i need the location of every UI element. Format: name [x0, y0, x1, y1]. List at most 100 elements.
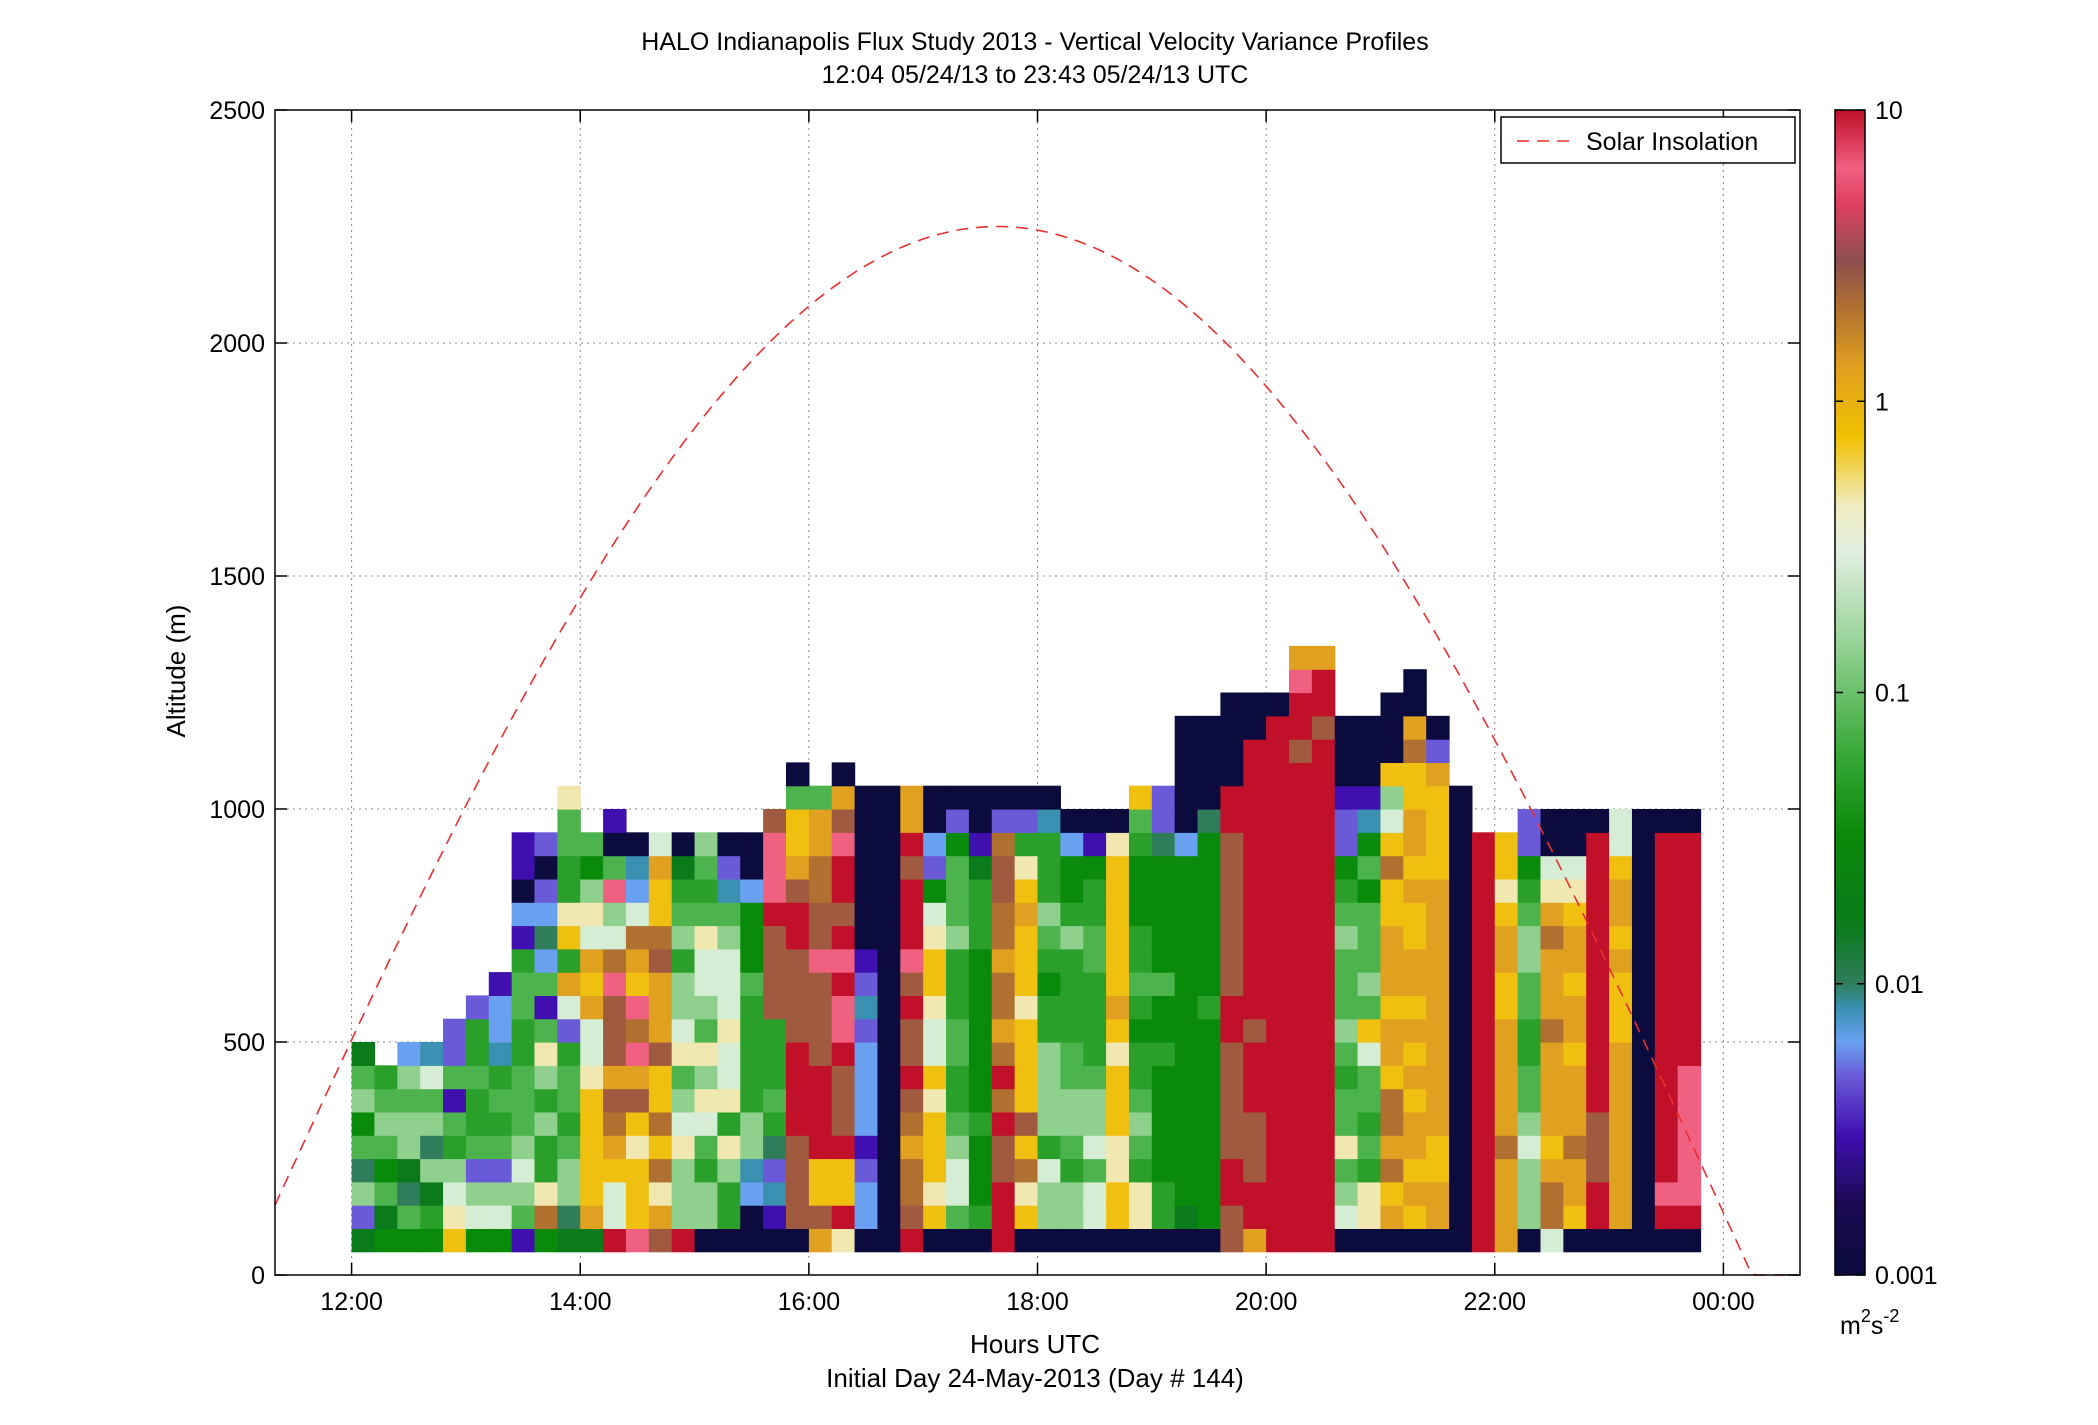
- heatmap-cell-52-9: [1540, 1018, 1564, 1043]
- heatmap-cell-33-8: [1106, 1042, 1130, 1066]
- x-tick-label-3: 18:00: [1006, 1288, 1069, 1316]
- heatmap-cell-52-18: [1540, 809, 1564, 833]
- heatmap-cell-53-16: [1563, 855, 1587, 880]
- heatmap-cell-26-5: [946, 1111, 970, 1136]
- axes: [274, 109, 1801, 1276]
- heatmap-cell-2-8: [397, 1042, 421, 1066]
- heatmap-cell-56-11: [1631, 972, 1656, 996]
- heatmap-cell-11-9: [603, 1018, 627, 1043]
- heatmap-cell-8-6: [534, 1088, 558, 1113]
- heatmap-cell-8-9: [534, 1018, 558, 1043]
- heatmap-cell-45-23: [1380, 692, 1404, 717]
- heatmap-cell-19-10: [786, 995, 810, 1020]
- heatmap-cell-10-3: [580, 1158, 604, 1183]
- heatmap-cell-9-10: [557, 995, 581, 1020]
- heatmap-cell-43-12: [1334, 948, 1359, 973]
- heatmap-cell-25-2: [923, 1181, 947, 1206]
- heatmap-cell-56-13: [1631, 925, 1656, 950]
- heatmap-cell-15-8: [694, 1042, 719, 1066]
- heatmap-cell-22-4: [854, 1135, 879, 1160]
- heatmap-cell-44-2: [1357, 1181, 1382, 1206]
- heatmap-cell-14-11: [671, 972, 696, 996]
- heatmap-cell-0-4: [351, 1135, 376, 1160]
- heatmap-cell-29-12: [1014, 948, 1039, 973]
- heatmap-cell-27-1: [968, 1205, 993, 1229]
- heatmap-cell-1-3: [374, 1158, 398, 1183]
- heatmap-cell-56-14: [1631, 902, 1656, 927]
- heatmap-cell-57-13: [1654, 925, 1679, 950]
- heatmap-cell-15-0: [694, 1228, 719, 1253]
- heatmap-cell-41-8: [1288, 1042, 1313, 1066]
- heatmap-cell-45-6: [1380, 1088, 1404, 1113]
- heatmap-cell-53-7: [1563, 1065, 1587, 1090]
- heatmap-cell-37-21: [1197, 739, 1222, 763]
- heatmap-cell-43-0: [1334, 1228, 1359, 1253]
- heatmap-cell-49-13: [1471, 925, 1496, 950]
- colorbar-unit: m2s-2: [1840, 1306, 1899, 1340]
- heatmap-cell-29-5: [1014, 1111, 1039, 1136]
- heatmap-cell-12-5: [625, 1111, 650, 1136]
- heatmap-cell-26-0: [946, 1228, 970, 1253]
- heatmap-cell-17-15: [740, 878, 764, 903]
- heatmap-cell-35-10: [1151, 995, 1176, 1020]
- heatmap-cell-22-14: [854, 902, 879, 927]
- heatmap-cell-5-0: [465, 1228, 490, 1253]
- heatmap-cell-5-9: [465, 1018, 490, 1043]
- heatmap-cell-55-8: [1609, 1042, 1633, 1066]
- heatmap-cell-23-15: [877, 878, 901, 903]
- heatmap-cell-45-5: [1380, 1111, 1404, 1136]
- heatmap-cell-34-15: [1128, 878, 1153, 903]
- heatmap-cell-19-3: [786, 1158, 810, 1183]
- heatmap-cell-43-22: [1334, 715, 1359, 740]
- heatmap-cell-23-8: [877, 1042, 901, 1066]
- heatmap-cell-30-5: [1037, 1111, 1061, 1136]
- heatmap-cell-16-10: [717, 995, 741, 1020]
- heatmap-cell-0-0: [351, 1228, 376, 1253]
- heatmap-cell-42-24: [1311, 669, 1336, 694]
- heatmap-cell-46-2: [1403, 1181, 1427, 1206]
- heatmap-cell-42-23: [1311, 692, 1336, 717]
- colorbar-tick-labels: 0.001 0.01 0.1 1 10: [1875, 97, 1938, 1290]
- heatmap-cell-38-14: [1220, 902, 1244, 927]
- heatmap-cell-5-3: [465, 1158, 490, 1183]
- heatmap-cell-13-14: [648, 902, 673, 927]
- heatmap-cell-55-0: [1609, 1228, 1633, 1253]
- heatmap-cell-41-9: [1288, 1018, 1313, 1043]
- heatmap-cell-43-9: [1334, 1018, 1359, 1043]
- heatmap-cell-42-0: [1311, 1228, 1336, 1253]
- heatmap-cell-23-16: [877, 855, 901, 880]
- heatmap-cell-14-14: [671, 902, 696, 927]
- heatmap-cell-50-5: [1494, 1111, 1519, 1136]
- heatmap-cell-11-13: [603, 925, 627, 950]
- heatmap-cell-38-15: [1220, 878, 1244, 903]
- heatmap-cell-28-19: [991, 785, 1016, 810]
- heatmap-cell-26-17: [946, 832, 970, 857]
- heatmap-cell-36-4: [1174, 1135, 1199, 1160]
- heatmap-cell-0-6: [351, 1088, 376, 1113]
- heatmap-cell-27-2: [968, 1181, 993, 1206]
- heatmap-cell-9-1: [557, 1205, 581, 1229]
- heatmap-cell-29-11: [1014, 972, 1039, 996]
- heatmap-cell-17-8: [740, 1042, 764, 1066]
- heatmap-cell-15-7: [694, 1065, 719, 1090]
- heatmap-cell-40-0: [1266, 1228, 1290, 1253]
- heatmap-cell-29-18: [1014, 809, 1039, 833]
- heatmap-cell-18-7: [763, 1065, 787, 1090]
- heatmap-cell-4-7: [443, 1065, 467, 1090]
- heatmap-cell-39-20: [1243, 762, 1267, 787]
- heatmap-cell-25-10: [923, 995, 947, 1020]
- heatmap-cell-56-2: [1631, 1181, 1656, 1206]
- heatmap-cell-57-17: [1654, 832, 1679, 857]
- heatmap-cell-13-16: [648, 855, 673, 880]
- heatmap-cell-58-15: [1677, 878, 1702, 903]
- heatmap-cell-38-21: [1220, 739, 1244, 763]
- heatmap-cell-38-18: [1220, 809, 1244, 833]
- heatmap-cell-35-7: [1151, 1065, 1176, 1090]
- heatmap-cell-47-19: [1426, 785, 1450, 810]
- heatmap-cell-38-1: [1220, 1205, 1244, 1229]
- heatmap-cell-42-10: [1311, 995, 1336, 1020]
- heatmap-cell-47-6: [1426, 1088, 1450, 1113]
- heatmap-cell-42-17: [1311, 832, 1336, 857]
- heatmap-cell-49-2: [1471, 1181, 1496, 1206]
- heatmap-cell-12-8: [625, 1042, 650, 1066]
